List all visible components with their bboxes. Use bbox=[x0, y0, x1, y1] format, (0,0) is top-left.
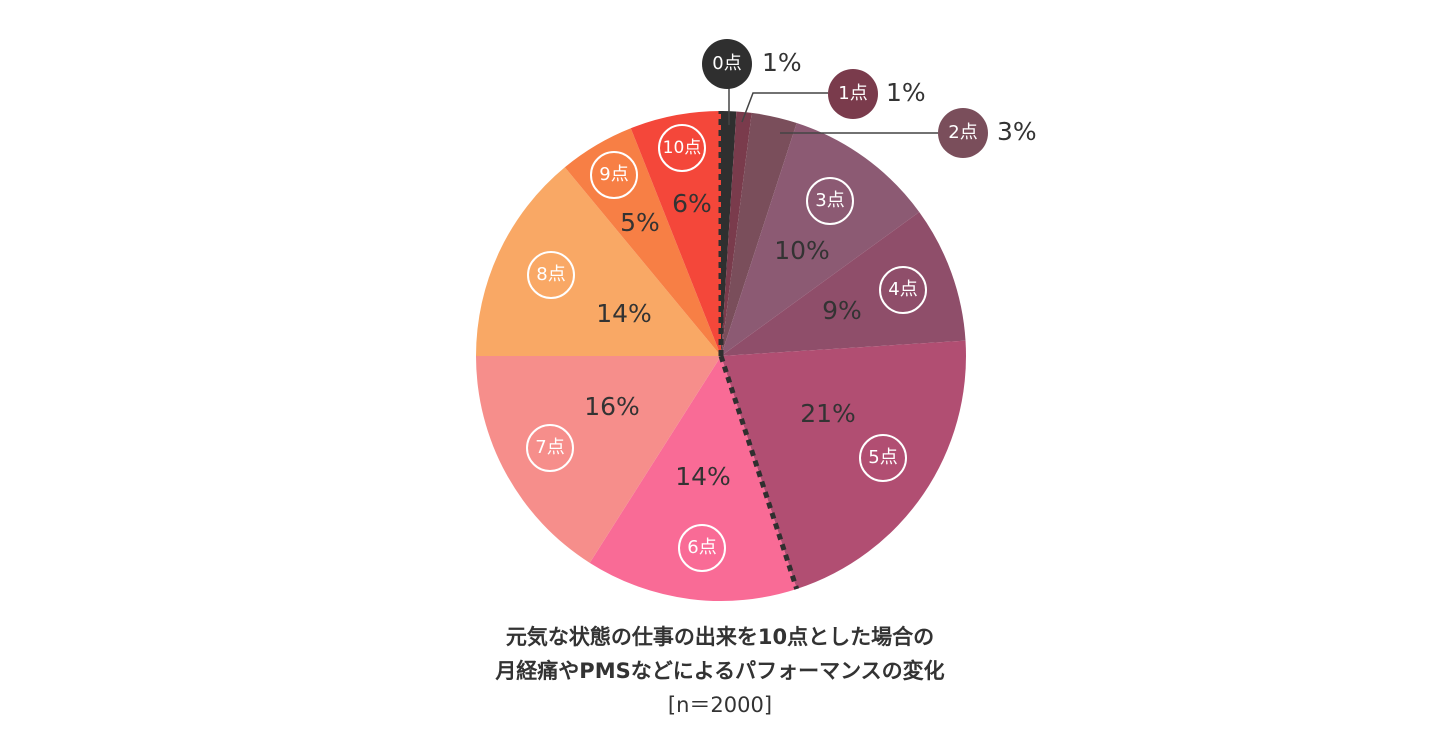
slice-label-2: 2点 bbox=[948, 122, 977, 143]
slice-label-1: 1点 bbox=[838, 83, 867, 104]
callout-badge-2 bbox=[938, 108, 988, 158]
pie-slice-3 bbox=[721, 122, 920, 356]
chart-title-line-2: 月経痛やPMSなどによるパフォーマンスの変化 bbox=[495, 659, 945, 683]
slice-value-1: 1% bbox=[886, 78, 926, 107]
slice-value-2: 3% bbox=[997, 117, 1037, 146]
slice-value-8: 14% bbox=[596, 299, 652, 328]
callout-badge-1 bbox=[828, 69, 878, 119]
pie-slice-7 bbox=[476, 356, 721, 563]
slice-label-7: 7点 bbox=[535, 437, 564, 458]
slice-label-ring-6 bbox=[678, 524, 726, 572]
pie-slice-10 bbox=[630, 111, 721, 356]
pie-slice-0 bbox=[721, 111, 737, 356]
slice-label-ring-3 bbox=[806, 177, 854, 225]
slice-label-0: 0点 bbox=[712, 53, 741, 74]
pie-slice-5 bbox=[721, 340, 966, 590]
slice-value-4: 9% bbox=[822, 296, 862, 325]
slice-label-ring-5 bbox=[859, 434, 907, 482]
slice-label-ring-9 bbox=[590, 151, 638, 199]
slice-label-9: 9点 bbox=[599, 164, 628, 185]
slice-label-ring-4 bbox=[879, 266, 927, 314]
slice-value-10: 6% bbox=[672, 189, 712, 218]
slice-label-6: 6点 bbox=[687, 537, 716, 558]
slice-label-ring-10 bbox=[658, 124, 706, 172]
slice-label-ring-7 bbox=[526, 424, 574, 472]
slice-label-ring-8 bbox=[527, 251, 575, 299]
slice-value-9: 5% bbox=[620, 208, 660, 237]
slice-label-5: 5点 bbox=[868, 447, 897, 468]
chart-title-line-1: 元気な状態の仕事の出来を10点とした場合の bbox=[505, 625, 935, 649]
pie-slice-9 bbox=[564, 128, 721, 356]
callout-badge-0 bbox=[702, 39, 752, 89]
slice-value-7: 16% bbox=[584, 392, 640, 421]
chart-sample-size: [n＝2000] bbox=[667, 693, 773, 717]
slice-value-6: 14% bbox=[675, 462, 731, 491]
pie-slice-2 bbox=[721, 112, 797, 356]
callout-line-1 bbox=[741, 92, 828, 123]
slice-label-8: 8点 bbox=[536, 264, 565, 285]
pie-slice-1 bbox=[721, 111, 752, 356]
pie-slice-4 bbox=[721, 211, 966, 356]
slice-value-3: 10% bbox=[774, 236, 830, 265]
slice-value-5: 21% bbox=[800, 399, 856, 428]
slice-value-0: 1% bbox=[762, 48, 802, 77]
slice-label-4: 4点 bbox=[888, 279, 917, 300]
dotted-divider-bottom bbox=[718, 355, 800, 590]
slice-label-3: 3点 bbox=[815, 190, 844, 211]
pie-slice-8 bbox=[476, 167, 721, 356]
slice-label-10: 10点 bbox=[663, 138, 702, 158]
pie-slice-6 bbox=[589, 356, 797, 602]
